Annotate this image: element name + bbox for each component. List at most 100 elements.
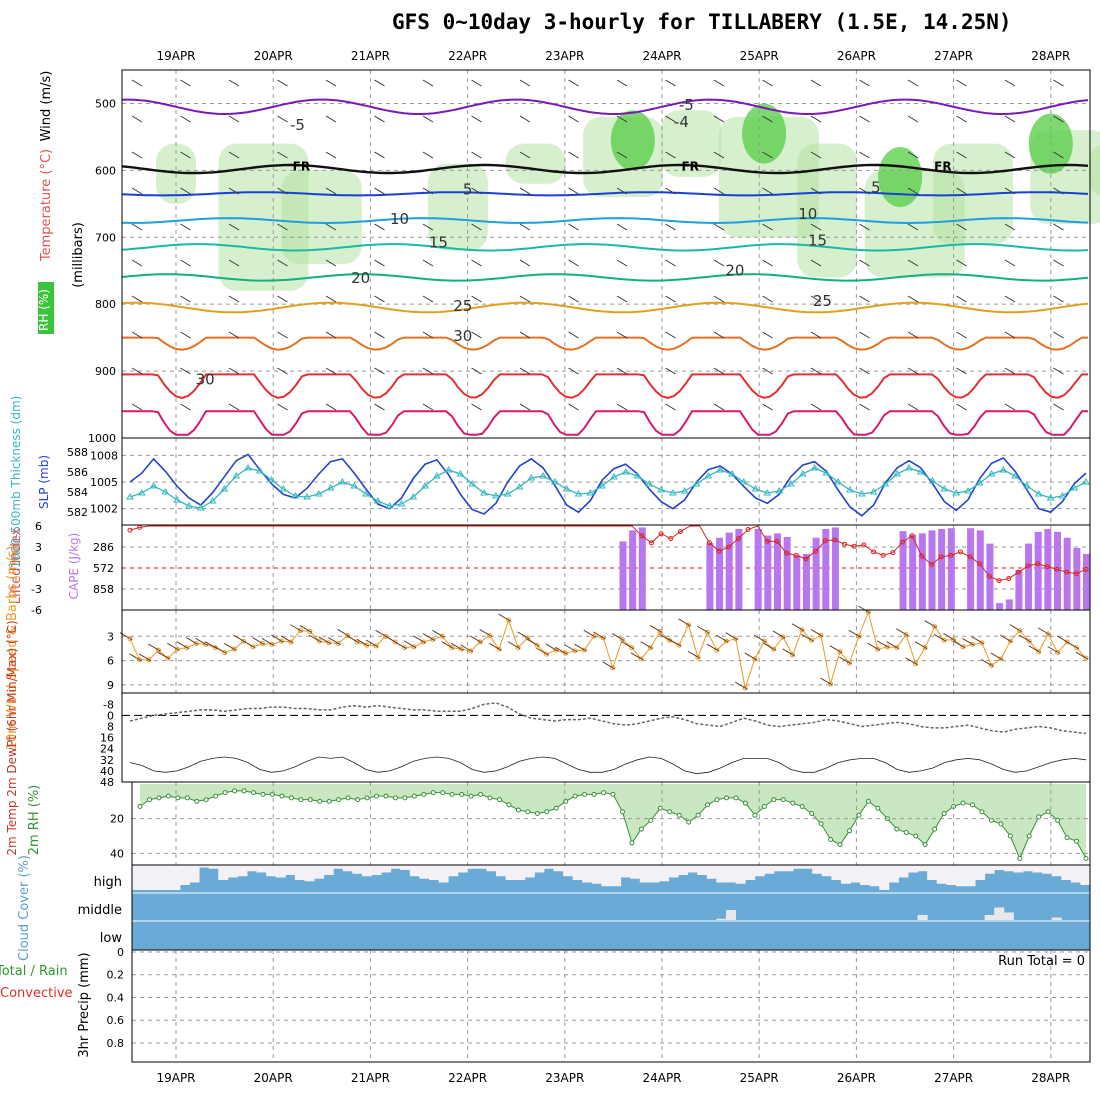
cloud-high-gap: [419, 865, 430, 879]
wind-speed-point: [458, 646, 464, 652]
wind-barb: [810, 151, 822, 159]
wind-speed-point: [884, 644, 890, 650]
wind-barb: [956, 223, 967, 231]
wind-barb-10m: [195, 637, 208, 646]
wind-speed-point: [771, 646, 777, 652]
rh2m-point: [146, 797, 152, 803]
rh2m-point: [213, 793, 219, 799]
rh2m-point: [165, 793, 171, 799]
wind-barb-10m: [583, 629, 597, 638]
wind-barb: [277, 79, 288, 87]
wind-speed-point: [1007, 638, 1013, 644]
wind-barb: [956, 79, 967, 87]
rh2m-tick-label: 40: [110, 847, 124, 860]
wind-barb: [422, 151, 434, 159]
wind-barb: [325, 259, 337, 267]
wind-barb: [519, 259, 531, 267]
wind-barb-10m: [517, 631, 530, 640]
wind-barb: [859, 403, 870, 411]
cloud-high-gap: [639, 865, 650, 883]
thickness-point: [1070, 484, 1079, 491]
cloud-high-gap: [1022, 865, 1034, 872]
wind-tick-label: 9: [107, 679, 114, 692]
wind-barb-10m: [1028, 645, 1041, 654]
date-label-top: 27APR: [934, 49, 973, 63]
rh2m-point: [591, 791, 597, 797]
isotherm-iso-5: [121, 191, 1089, 197]
date-label-top: 21APR: [351, 49, 390, 63]
cloud-high-gap: [582, 865, 593, 883]
cloud-high-gap: [888, 865, 899, 883]
wind-barb: [616, 295, 628, 303]
wind-barb: [1004, 115, 1016, 123]
cloud-high-gap: [898, 865, 909, 878]
lifted-index-point: [1054, 566, 1060, 572]
thickness-point: [385, 502, 394, 509]
wind10m-panel: [121, 609, 1091, 694]
thickness-point: [621, 468, 630, 475]
wind-barb: [907, 115, 919, 123]
wind-speed-point: [222, 650, 228, 655]
thickness-point: [916, 468, 925, 475]
wind-barb: [422, 79, 434, 87]
rh2m-point: [619, 809, 625, 815]
wind-barb-10m: [753, 634, 767, 643]
wind-barb: [665, 115, 676, 123]
wind-speed-point: [278, 638, 284, 644]
lifted-index-point: [677, 529, 683, 535]
thickness-axis-label: 1000-500mb Thickness (dm): [9, 396, 23, 569]
wind-speed-point: [373, 643, 379, 649]
wind-barb: [422, 295, 434, 303]
wind-barb: [1053, 79, 1064, 87]
thickness-point: [1046, 494, 1055, 501]
cloud-high-gap: [793, 865, 804, 869]
cloud-high-gap: [754, 865, 765, 877]
wind-barb: [374, 223, 385, 231]
lifted-index-point: [861, 542, 867, 548]
rh2m-point: [383, 793, 389, 799]
wind-barb: [713, 115, 725, 123]
wind-barb-10m: [242, 640, 256, 649]
rh2m-point: [355, 797, 361, 803]
lifted-index-tick-label: 0: [35, 562, 42, 575]
freezing-level-label: FR: [681, 159, 698, 173]
wind-barb: [956, 151, 967, 159]
wind-barb: [1053, 295, 1064, 303]
cloud-middle-cell: [917, 915, 928, 920]
thickness-point: [267, 476, 276, 483]
cloud-high-gap: [553, 865, 564, 872]
wind-speed-point: [837, 649, 843, 655]
wind-barb-10m: [848, 629, 862, 638]
rh2m-point: [1045, 809, 1051, 815]
wind-speed-point: [174, 646, 180, 652]
pressure-axis-label: (millibars): [71, 222, 86, 288]
wind-barb: [519, 295, 531, 303]
wind-barb: [131, 295, 143, 303]
wind-barb: [616, 79, 628, 87]
rh2m-point: [260, 791, 266, 797]
cloud-high-gap: [467, 865, 478, 869]
thickness-point: [491, 492, 500, 499]
wind-barb-10m: [422, 633, 436, 641]
rh2m-point: [695, 812, 701, 818]
wind-barb-10m: [432, 629, 445, 638]
wind-speed-point: [146, 657, 152, 663]
rh2m-point: [771, 797, 777, 803]
rh2m-point: [629, 840, 635, 846]
cloud-high-gap: [448, 865, 459, 877]
thickness-point: [551, 478, 559, 485]
cape-bar: [899, 531, 907, 610]
wind-barb-10m: [176, 641, 190, 650]
rh2m-point: [1026, 833, 1032, 839]
wind-tick-label: 6: [107, 655, 114, 668]
isotherm-label: -5: [290, 116, 305, 134]
wind-barb-10m: [895, 628, 909, 637]
wind-barb: [277, 259, 288, 267]
thickness-point: [503, 490, 512, 497]
wind-barb-10m: [261, 637, 275, 646]
thickness-point: [397, 500, 406, 507]
wind-barb-10m: [148, 643, 161, 652]
wind-barb: [374, 367, 385, 375]
cloud-high-gap: [611, 865, 622, 887]
wind-barb-10m: [924, 620, 937, 629]
